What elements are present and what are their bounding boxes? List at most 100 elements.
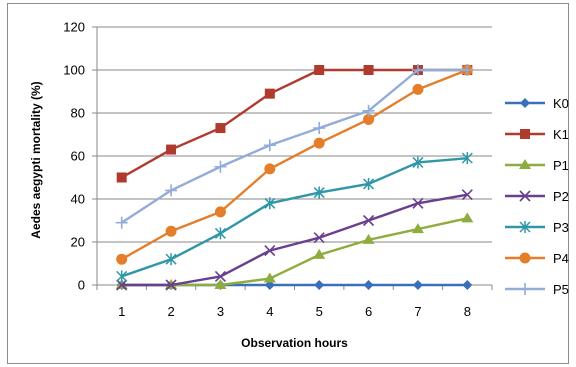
data-point-p5-6 xyxy=(362,104,375,117)
data-point-k0-6 xyxy=(363,280,374,290)
legend-item-p5: P5 xyxy=(505,282,569,297)
y-axis-title: Aedes aegypti mortality (%) xyxy=(29,81,43,238)
legend-label-p5: P5 xyxy=(553,282,569,297)
y-tick-label-80: 80 xyxy=(71,106,85,121)
series-line-p1 xyxy=(121,217,468,287)
data-point-p2-8 xyxy=(461,189,473,201)
data-point-p2-1 xyxy=(116,279,128,291)
x-tick-label-6: 6 xyxy=(365,304,372,319)
legend-item-k1: K1 xyxy=(505,127,569,142)
data-point-p4-3 xyxy=(214,206,226,218)
legend-marker-p4 xyxy=(519,252,531,264)
series-line-p5 xyxy=(121,68,468,224)
legend-marker-k1 xyxy=(520,129,530,139)
series-line-k1 xyxy=(121,68,468,179)
legend-label-k1: K1 xyxy=(553,127,569,142)
y-tick-label-120: 120 xyxy=(63,20,85,35)
series-line-p4 xyxy=(121,68,468,261)
series-p1 xyxy=(115,212,474,289)
series-group xyxy=(115,64,474,291)
data-point-k1-2 xyxy=(166,144,177,155)
legend-marker-k0 xyxy=(520,98,530,108)
legend-marker-p1 xyxy=(519,159,531,169)
legend-item-p1: P1 xyxy=(505,158,569,173)
legend-label-k0: K0 xyxy=(553,96,569,111)
data-point-p3-8 xyxy=(461,152,473,165)
data-point-k1-5 xyxy=(314,65,325,75)
chart-frame xyxy=(7,3,569,364)
y-tick-label-0: 0 xyxy=(78,278,85,293)
legend-item-p4: P4 xyxy=(505,251,569,266)
series-p5 xyxy=(115,64,474,229)
data-point-k1-1 xyxy=(116,172,127,183)
data-point-p3-6 xyxy=(363,177,375,190)
data-point-k0-8 xyxy=(462,280,473,290)
data-point-p2-7 xyxy=(412,197,424,209)
data-point-p1-8 xyxy=(461,212,474,223)
data-point-p2-3 xyxy=(214,270,227,282)
legend-item-p2: P2 xyxy=(505,189,569,204)
data-point-p1-6 xyxy=(362,233,375,244)
data-point-p1-7 xyxy=(411,223,424,234)
data-point-p3-1 xyxy=(116,270,128,283)
legend-marker-p5 xyxy=(519,283,531,295)
legend-item-k0: K0 xyxy=(505,96,569,111)
x-tick-label-7: 7 xyxy=(414,304,421,319)
data-point-p2-2 xyxy=(165,279,177,291)
data-point-p3-7 xyxy=(412,156,424,169)
legend-label-p4: P4 xyxy=(553,251,569,266)
gridlines xyxy=(97,26,492,243)
data-point-p4-5 xyxy=(313,137,325,149)
data-point-k1-4 xyxy=(264,88,275,99)
x-tick-label-4: 4 xyxy=(266,304,273,319)
legend-marker-p2 xyxy=(519,190,531,202)
legend-label-p1: P1 xyxy=(553,158,569,173)
legend-item-p3: P3 xyxy=(505,220,569,235)
series-p3 xyxy=(116,152,473,283)
y-tick-label-20: 20 xyxy=(71,235,85,250)
data-point-p4-1 xyxy=(116,253,128,265)
series-p4 xyxy=(116,64,473,265)
x-tick-label-1: 1 xyxy=(118,304,125,319)
data-point-p5-8 xyxy=(461,64,474,76)
x-tick-label-5: 5 xyxy=(316,304,323,319)
data-point-p5-3 xyxy=(214,160,227,173)
y-tick-label-100: 100 xyxy=(63,63,85,78)
x-tick-label-8: 8 xyxy=(464,304,471,319)
data-point-p1-4 xyxy=(263,272,276,283)
y-tick-label-60: 60 xyxy=(71,149,85,164)
data-point-p5-2 xyxy=(165,184,178,197)
series-line-p2 xyxy=(121,193,468,287)
y-tick-label-40: 40 xyxy=(71,192,85,207)
x-axis-title: Observation hours xyxy=(241,336,348,350)
legend-label-p3: P3 xyxy=(553,220,569,235)
legend: K0 K1 P1 P2 P3 P4 P5 xyxy=(505,96,569,297)
legend-label-p2: P2 xyxy=(553,189,569,204)
data-point-p5-7 xyxy=(411,64,424,76)
data-point-p2-5 xyxy=(313,232,325,244)
x-tick-label-2: 2 xyxy=(167,304,174,319)
data-point-p5-5 xyxy=(313,122,326,135)
data-point-p4-2 xyxy=(165,225,177,237)
tick-labels: 0 20 40 60 80 100 120 1 2 3 4 5 6 7 8 xyxy=(63,20,471,320)
data-point-p3-3 xyxy=(214,227,226,240)
data-point-p2-6 xyxy=(362,214,375,227)
series-k1 xyxy=(116,65,473,183)
data-point-p2-4 xyxy=(264,245,276,257)
data-point-p3-2 xyxy=(165,253,177,266)
data-point-p1-3 xyxy=(214,279,227,289)
data-point-p4-7 xyxy=(412,83,424,95)
data-point-k1-3 xyxy=(215,123,226,134)
data-point-p4-4 xyxy=(264,163,276,175)
data-point-k0-7 xyxy=(412,280,423,290)
data-point-p4-6 xyxy=(363,113,375,125)
series-p2 xyxy=(116,189,473,291)
data-point-p3-5 xyxy=(313,186,325,199)
series-line-p3 xyxy=(121,156,468,278)
data-point-p5-4 xyxy=(263,139,276,152)
data-point-p5-1 xyxy=(115,216,128,229)
data-point-p1-5 xyxy=(313,248,326,259)
x-tick-label-3: 3 xyxy=(217,304,224,319)
data-point-k1-6 xyxy=(363,65,374,75)
